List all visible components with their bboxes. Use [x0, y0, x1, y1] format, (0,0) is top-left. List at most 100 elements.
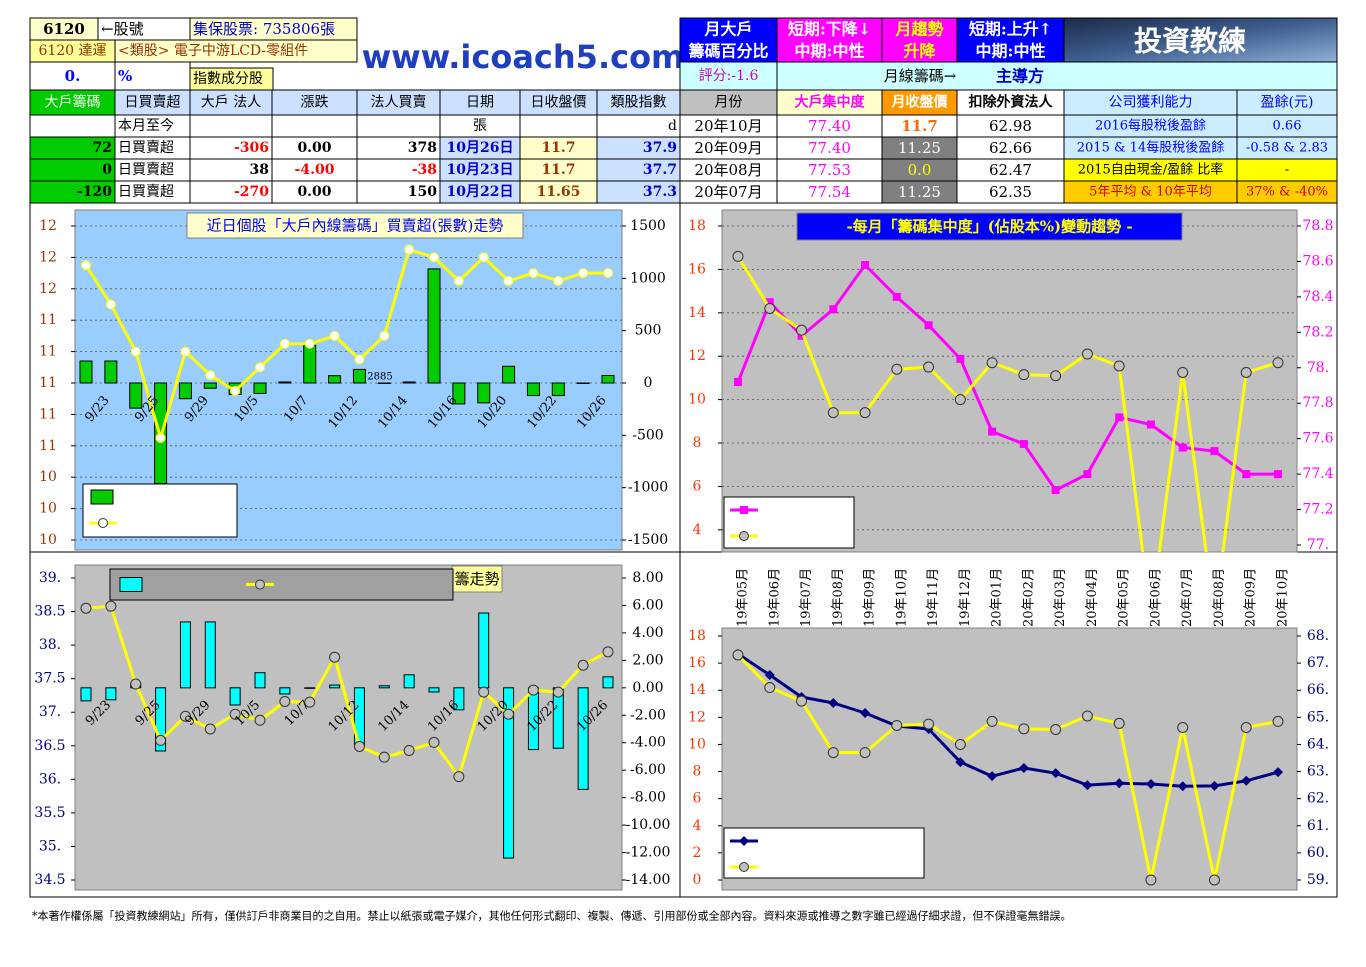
point [892, 292, 901, 301]
point [1210, 447, 1219, 456]
cell [776, 61, 1338, 91]
y2-tick-label: -2.00 [630, 707, 666, 723]
point [578, 268, 589, 279]
cell-text: 0. [65, 67, 81, 85]
legend-swatch [119, 577, 143, 592]
y-tick-label: 11 [39, 438, 57, 454]
y-tick-label: 38.5 [34, 604, 65, 620]
cell-text: 11.7 [541, 140, 575, 156]
y-tick-label: 14 [688, 305, 706, 321]
cell-text: 77.54 [808, 183, 851, 201]
y2-tick-label: -10.00 [626, 817, 671, 833]
point [796, 695, 808, 707]
line [736, 263, 1278, 492]
y2-tick-label: -500 [632, 427, 663, 443]
point [229, 708, 241, 720]
cell-text: 150 [408, 184, 437, 200]
cell-text: 張 [473, 118, 487, 134]
y2-tick-label: 78.6 [1302, 253, 1333, 269]
point [254, 714, 266, 726]
cell-text: 指數成分股 [193, 71, 263, 87]
point [1018, 723, 1030, 735]
bar [452, 382, 466, 405]
bar [254, 672, 266, 689]
point [1274, 470, 1282, 479]
y2-tick-label: 59. [1307, 872, 1329, 888]
y2-tick-label: 500 [635, 323, 662, 339]
cell-text: 10月23日 [447, 162, 514, 178]
cell-text: 本月至今 [118, 118, 174, 134]
x-tick-label: 20年01月 [990, 568, 1005, 627]
y-tick-label: 11 [39, 344, 57, 360]
x-tick-label: 19年11月 [926, 568, 941, 627]
point [1209, 780, 1220, 791]
cell-text: 11.25 [898, 139, 941, 157]
cell-text: 升降 [903, 42, 936, 61]
cell-text: 月收盤價 [891, 94, 949, 111]
y-tick-label: 16 [688, 655, 706, 671]
bar [278, 381, 292, 384]
y2-tick-label: 2.00 [632, 652, 663, 668]
y-tick-label: 10 [688, 736, 706, 752]
point [891, 719, 903, 731]
footer: *本著作權係屬「投資教練網站」所有，僅供訂戶非商業目的之自用。禁止以紙張或電子媒… [32, 909, 1072, 923]
cell-text: 月線籌碼→ [884, 67, 957, 85]
plot-area [721, 209, 1298, 553]
point [1145, 874, 1157, 886]
point [329, 651, 341, 663]
y-tick-label: 34.5 [34, 872, 65, 888]
bar [328, 375, 342, 384]
point [1241, 775, 1252, 786]
cell-text: 77.40 [808, 139, 851, 157]
point [732, 250, 744, 262]
point [105, 600, 117, 612]
point [827, 407, 839, 419]
bar [576, 382, 590, 384]
point [1177, 781, 1188, 792]
x-tick-label: 20年09月 [1244, 568, 1259, 627]
x-tick-label: 19年08月 [831, 568, 846, 627]
point [954, 738, 966, 750]
cell-text: 37.3 [643, 184, 677, 200]
bar [179, 621, 191, 689]
chart-title-box [796, 212, 1183, 241]
chart-title: 籌走勢 [454, 570, 499, 588]
cell-text: 11.25 [898, 183, 941, 201]
cell-text: 月趨勢 [894, 20, 943, 39]
cell-text: 62.66 [989, 139, 1032, 157]
y2-tick-label: 64. [1307, 736, 1329, 752]
point [1113, 717, 1125, 729]
line [736, 653, 1279, 882]
bar [203, 382, 217, 389]
y2-tick-label: 62. [1307, 791, 1329, 807]
y-tick-label: 4 [693, 818, 702, 834]
point [860, 707, 871, 718]
y-tick-label: 37.5 [34, 671, 65, 687]
x-tick-label: 19年06月 [767, 568, 782, 627]
cell-text: -0.58 & 2.83 [1246, 141, 1328, 156]
x-tick-label: 20年05月 [1117, 568, 1132, 627]
bar [453, 687, 465, 711]
point [105, 299, 116, 310]
cell-text: 10月26日 [447, 140, 514, 156]
y-tick-label: 16 [688, 261, 706, 277]
x-tick-label: 20年06月 [1148, 568, 1163, 627]
line [737, 652, 1279, 788]
bar [253, 382, 267, 394]
cell-text: 漲跌 [301, 95, 329, 111]
bar [279, 687, 291, 695]
point [1081, 710, 1093, 722]
cell-text: 大戶 法人 [201, 95, 261, 111]
cell-text: 20年07月 [694, 183, 762, 201]
point [428, 736, 440, 748]
x-tick-label: 19年05月 [736, 568, 751, 627]
cell-text: 短期:下降↓ [788, 20, 871, 39]
cell-text: -270 [234, 184, 269, 200]
bar [377, 382, 391, 384]
y2-tick-label: 4.00 [632, 625, 663, 641]
point [1178, 443, 1187, 452]
cell [1236, 180, 1338, 204]
bar [105, 687, 117, 701]
cell [519, 114, 598, 138]
